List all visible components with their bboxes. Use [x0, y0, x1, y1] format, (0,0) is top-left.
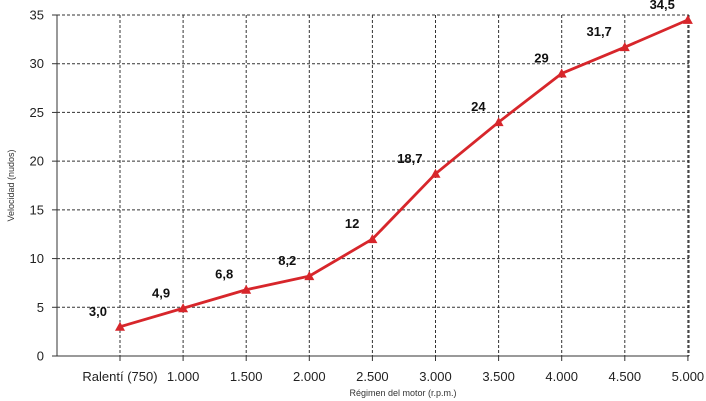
series-line — [119, 18, 689, 329]
y-tick-label: 30 — [30, 56, 44, 71]
data-point-marker — [493, 117, 504, 127]
data-label: 31,7 — [586, 24, 611, 39]
data-label: 12 — [345, 216, 359, 231]
x-tick-label: 4.000 — [545, 369, 578, 384]
x-tick-label: 3.000 — [419, 369, 452, 384]
data-label: 34,5 — [650, 0, 675, 12]
y-axis-label: Velocidad (nudos) — [6, 149, 16, 221]
x-axis-label: Régimen del motor (r.p.m.) — [349, 388, 456, 398]
x-tick-label: Ralentí (750) — [82, 369, 157, 384]
data-point-marker — [178, 303, 189, 313]
data-point-marker — [430, 168, 441, 178]
y-tick-label: 35 — [30, 8, 44, 23]
x-tick-label: 3.500 — [482, 369, 515, 384]
data-point-marker — [682, 14, 693, 24]
y-tick-label: 0 — [37, 349, 44, 364]
x-tick-label: 4.500 — [609, 369, 642, 384]
data-label: 29 — [534, 50, 548, 65]
x-tick-label: 1.000 — [167, 369, 200, 384]
data-point-marker — [556, 68, 567, 78]
data-label: 4,9 — [152, 285, 170, 300]
data-label: 6,8 — [215, 267, 233, 282]
data-label: 8,2 — [278, 253, 296, 268]
x-tick-label: 2.000 — [293, 369, 326, 384]
axes — [56, 15, 689, 357]
x-tick-label: 1.500 — [230, 369, 263, 384]
y-tick-label: 10 — [30, 251, 44, 266]
data-point-marker — [304, 271, 315, 281]
data-point-marker — [115, 321, 125, 331]
y-tick-label: 25 — [30, 105, 44, 120]
y-tick-label: 5 — [37, 300, 44, 315]
y-tick-label: 15 — [30, 202, 44, 217]
data-point-marker — [241, 284, 252, 294]
data-point-marker — [367, 234, 378, 244]
y-axis-ticks: 0 5 10 15 20 25 30 35 — [30, 8, 57, 364]
data-label: 24 — [471, 99, 486, 114]
data-label: 3,0 — [89, 304, 107, 319]
y-tick-label: 20 — [30, 154, 44, 169]
data-label: 18,7 — [397, 151, 422, 166]
x-axis-ticks: Ralentí (750) 1.000 1.500 2.000 2.500 3.000 3.… — [82, 356, 704, 384]
grid-lines — [57, 14, 690, 356]
x-tick-label: 2.500 — [356, 369, 389, 384]
data-point-marker — [619, 42, 630, 52]
x-tick-label: 5.000 — [672, 369, 705, 384]
series-group: 3,0 4,9 6,8 8,2 12 18,7 24 29 31,7 34,5 — [89, 0, 693, 331]
